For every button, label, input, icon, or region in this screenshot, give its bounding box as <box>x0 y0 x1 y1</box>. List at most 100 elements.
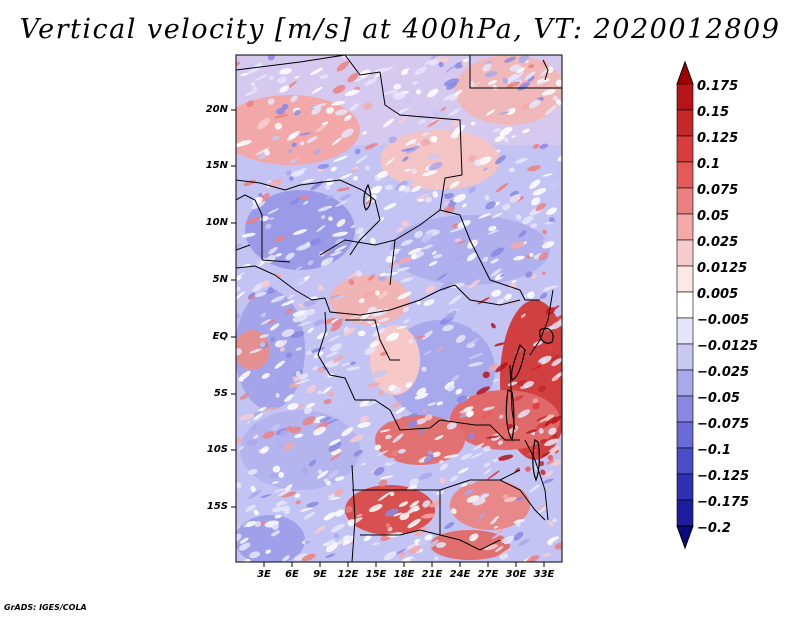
field-speckle-cell <box>305 241 311 247</box>
field-speckle-cell <box>379 475 394 480</box>
colorbar-segment <box>676 343 694 371</box>
map-title: Vertical velocity [m/s] at 400hPa, VT: 2… <box>19 14 781 45</box>
field-speckle-cell <box>513 395 524 401</box>
field-speckle-cell <box>537 505 548 514</box>
field-speckle-cell <box>236 482 242 489</box>
field-speckle-cell <box>282 555 290 562</box>
colorbar-label: 0.075 <box>697 183 739 198</box>
field-speckle-cell <box>436 401 444 406</box>
field-speckle-cell <box>466 411 473 418</box>
field-speckle-cell <box>258 152 268 160</box>
field-speckle-cell <box>516 67 526 74</box>
field-speckle-cell <box>500 273 505 278</box>
field-speckle-cell <box>483 462 491 468</box>
lon-label: 30E <box>505 569 527 580</box>
field-speckle-cell <box>310 67 323 76</box>
field-speckle-cell <box>402 156 409 162</box>
field-speckle-cell <box>451 374 460 382</box>
field-speckle-cell <box>432 136 438 143</box>
field-speckle-cell <box>413 507 421 512</box>
field-speckle-cell <box>365 197 374 205</box>
field-speckle-cell <box>339 194 352 201</box>
field-speckle-cell <box>313 351 324 359</box>
field-speckle-cell <box>306 136 318 144</box>
field-speckle-cell <box>364 346 376 356</box>
field-speckle-cell <box>542 173 554 177</box>
field-speckle-cell <box>254 74 268 81</box>
colorbar-label: −0.2 <box>697 521 731 536</box>
field-speckle-cell <box>408 338 414 344</box>
field-speckle-cell <box>378 389 384 396</box>
field-speckle-cell <box>516 214 522 220</box>
field-speckle-cell <box>455 254 467 261</box>
field-speckle-cell <box>439 477 446 484</box>
field-speckle-cell <box>356 513 363 517</box>
colorbar-arrow-bottom <box>676 525 694 550</box>
field-speckle-cell <box>287 402 299 411</box>
field-speckle-cell <box>265 549 272 554</box>
field-speckle-cell <box>550 381 562 386</box>
field-speckle-cell <box>416 301 421 305</box>
field-speckle-cell <box>289 158 299 164</box>
field-speckle-cell <box>341 427 354 437</box>
field-speckle-cell <box>290 95 298 102</box>
field-speckle-cell <box>275 500 286 506</box>
lat-label: EQ <box>212 331 228 342</box>
field-speckle-cell <box>545 470 553 478</box>
field-speckle-cell <box>449 475 459 482</box>
field-speckle-cell <box>378 491 391 502</box>
field-speckle-cell <box>540 292 548 299</box>
field-speckle-cell <box>443 454 459 459</box>
field-speckle-cell <box>350 169 358 173</box>
field-speckle-cell <box>332 355 344 364</box>
field-speckle-cell <box>295 500 301 505</box>
field-speckle-cell <box>544 438 559 447</box>
field-speckle-cell <box>372 186 381 194</box>
field-speckle-cell <box>538 427 544 434</box>
field-speckle-cell <box>236 348 242 356</box>
field-speckle-cell <box>332 231 348 237</box>
field-speckle-cell <box>292 310 307 317</box>
field-speckle-cell <box>532 187 547 196</box>
field-speckle-cell <box>407 484 418 491</box>
field-speckle-cell <box>307 260 314 266</box>
field-speckle-cell <box>492 84 498 90</box>
field-speckle-cell <box>261 372 270 379</box>
colorbar-segment <box>676 291 694 319</box>
field-speckle-cell <box>502 77 509 84</box>
field-speckle-cell <box>264 149 270 156</box>
field-speckle-cell <box>452 124 465 136</box>
field-speckle-cell <box>323 478 329 483</box>
field-speckle-cell <box>302 467 309 474</box>
field-speckle-cell <box>245 217 260 224</box>
colorbar-label: 0.05 <box>697 209 730 224</box>
field-speckle-cell <box>323 317 336 324</box>
field-speckle-cell <box>251 200 266 210</box>
field-speckle-cell <box>246 439 258 446</box>
field-speckle-cell <box>541 271 546 276</box>
field-speckle-cell <box>268 318 276 324</box>
field-speckle-cell <box>442 324 454 332</box>
field-speckle-cell <box>421 232 433 243</box>
field-speckle-cell <box>531 273 537 279</box>
field-speckle-cell <box>548 445 560 455</box>
field-speckle-cell <box>239 72 250 76</box>
field-speckle-cell <box>558 147 562 152</box>
lat-label: 15S <box>206 501 228 512</box>
field-speckle-cell <box>518 55 530 64</box>
field-speckle-cell <box>359 399 370 407</box>
colorbar-segment <box>676 447 694 475</box>
field-speckle-cell <box>362 131 367 135</box>
field-speckle-cell <box>352 176 358 181</box>
colorbar-label: −0.125 <box>697 469 750 484</box>
field-speckle-cell <box>535 203 547 212</box>
field-speckle-cell <box>483 445 491 452</box>
field-speckle-cell <box>525 271 533 278</box>
field-speckle-cell <box>317 206 330 212</box>
field-speckle-cell <box>390 401 402 409</box>
field-speckle-cell <box>448 294 462 305</box>
field-speckle-cell <box>373 467 385 476</box>
field-speckle-cell <box>412 80 418 85</box>
colorbar-segment <box>676 265 694 293</box>
field-speckle-cell <box>516 333 522 338</box>
